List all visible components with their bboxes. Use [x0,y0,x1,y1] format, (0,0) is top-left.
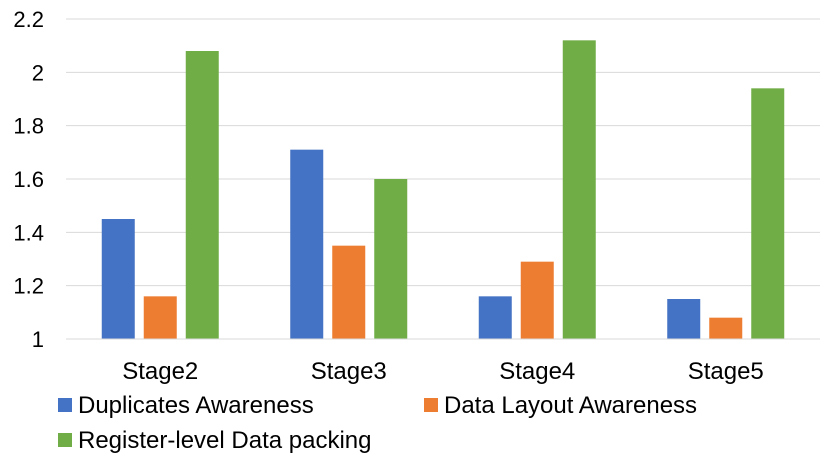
legend-item: Register-level Data packing [58,427,371,454]
x-axis: Stage2 Stage3 Stage4 Stage5 [122,358,764,385]
bar-register-level-data-packing-stage2 [185,51,219,339]
legend-swatch [58,433,72,447]
legend-swatch [424,398,438,412]
y-tick-label: 2.2 [13,7,44,32]
legend-swatch [58,398,72,412]
bar-data-layout-awareness-stage2 [143,296,177,339]
y-tick-label: 2 [32,60,44,85]
bar-data-layout-awareness-stage3 [332,245,366,339]
y-axis: 1 1.2 1.4 1.6 1.8 2 2.2 [13,7,44,352]
bar-data-layout-awareness-stage5 [709,317,743,339]
bar-duplicates-awareness-stage4 [478,296,512,339]
bar-register-level-data-packing-stage4 [562,40,596,339]
bar-register-level-data-packing-stage5 [751,88,785,339]
y-tick-label: 1.4 [13,220,44,245]
y-tick-label: 1.2 [13,274,44,299]
legend: Duplicates Awareness Data Layout Awarenes… [58,392,697,454]
y-tick-label: 1 [32,327,44,352]
x-tick-label: Stage2 [122,358,198,385]
gridlines [66,18,820,287]
x-tick-label: Stage5 [688,358,764,385]
legend-label: Duplicates Awareness [78,392,314,419]
bars [101,40,785,339]
x-tick-label: Stage4 [499,358,575,385]
legend-item: Duplicates Awareness [58,392,314,419]
bar-duplicates-awareness-stage3 [290,149,324,339]
bar-register-level-data-packing-stage3 [374,179,408,339]
legend-label: Register-level Data packing [78,427,371,454]
bar-duplicates-awareness-stage2 [101,219,135,339]
legend-label: Data Layout Awareness [444,392,697,419]
y-tick-label: 1.8 [13,114,44,139]
legend-item: Data Layout Awareness [424,392,697,419]
bar-duplicates-awareness-stage5 [667,299,701,339]
bar-data-layout-awareness-stage4 [520,261,554,339]
x-tick-label: Stage3 [311,358,387,385]
y-tick-label: 1.6 [13,167,44,192]
